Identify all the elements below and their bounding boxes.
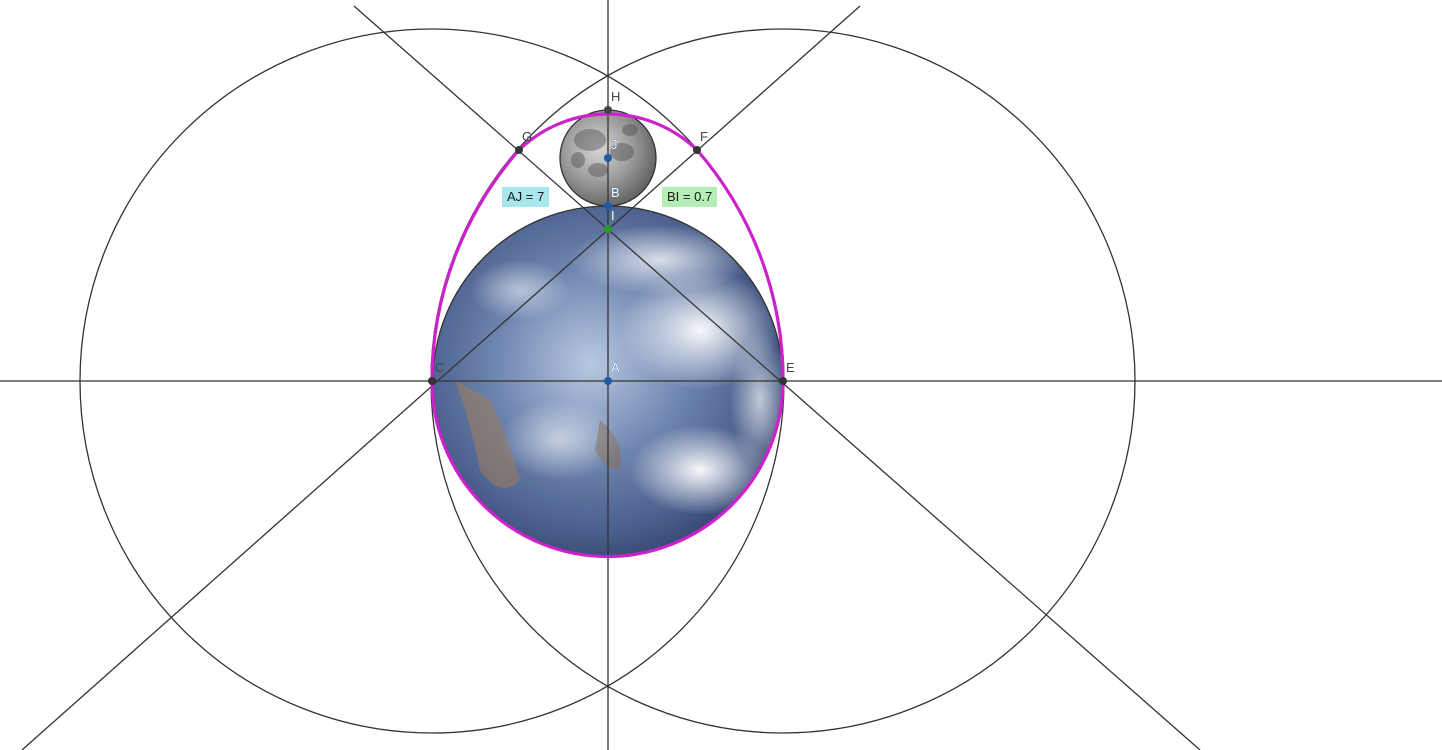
point-H[interactable]: H bbox=[604, 89, 620, 114]
point-label-H: H bbox=[611, 89, 620, 104]
point-label-I: I bbox=[611, 208, 615, 223]
point-label-J: J bbox=[611, 137, 618, 152]
point-F[interactable]: F bbox=[693, 129, 708, 154]
point-B[interactable]: B bbox=[604, 185, 620, 210]
aj-length-label[interactable]: AJ = 7 bbox=[502, 187, 550, 207]
point-label-A: A bbox=[611, 360, 620, 375]
point-label-B: B bbox=[611, 185, 620, 200]
point-E[interactable]: E bbox=[779, 360, 795, 385]
bi-length-label[interactable]: BI = 0.7 bbox=[662, 187, 718, 207]
point-label-F: F bbox=[700, 129, 708, 144]
point-C[interactable]: C bbox=[428, 360, 444, 385]
point-label-E: E bbox=[786, 360, 795, 375]
point-label-C: C bbox=[435, 360, 444, 375]
point-J[interactable]: J bbox=[604, 137, 618, 162]
point-G[interactable]: G bbox=[515, 129, 532, 154]
point-I[interactable]: I bbox=[604, 208, 615, 233]
point-label-G: G bbox=[522, 129, 532, 144]
line-ef[interactable] bbox=[21, 5, 861, 750]
line-ce[interactable] bbox=[353, 5, 1201, 750]
point-A[interactable]: A bbox=[604, 360, 620, 385]
